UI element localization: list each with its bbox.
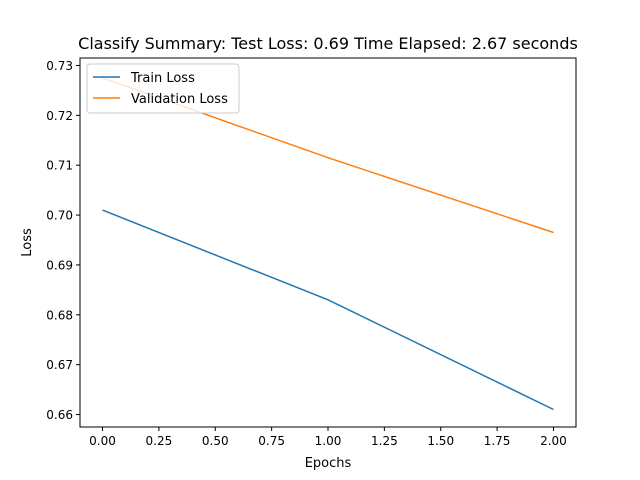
chart-title: Classify Summary: Test Loss: 0.69 Time E… — [78, 34, 578, 53]
y-tick-label: 0.73 — [46, 59, 73, 73]
x-tick-label: 1.50 — [427, 434, 454, 448]
x-tick-label: 1.25 — [371, 434, 398, 448]
legend: Train Loss Validation Loss — [86, 63, 240, 114]
legend-label-validation-loss: Validation Loss — [131, 92, 228, 107]
x-tick-label: 0.00 — [89, 434, 116, 448]
y-axis-ticks: 0.66 0.67 0.68 0.69 0.70 0.71 0.72 0.73 — [46, 59, 80, 422]
y-tick-label: 0.68 — [46, 308, 73, 322]
x-tick-label: 0.50 — [202, 434, 229, 448]
legend-label-train-loss: Train Loss — [130, 71, 195, 86]
x-axis-label: Epochs — [305, 456, 352, 471]
y-tick-label: 0.67 — [46, 358, 73, 372]
x-tick-label: 1.75 — [484, 434, 511, 448]
x-axis-ticks: 0.00 0.25 0.50 0.75 1.00 1.25 1.50 1.75 2.00 — [89, 427, 567, 448]
x-tick-label: 2.00 — [540, 434, 567, 448]
plot-area-frame — [79, 57, 577, 428]
y-tick-label: 0.66 — [46, 408, 73, 422]
x-tick-label: 1.00 — [315, 434, 342, 448]
y-tick-label: 0.70 — [46, 209, 73, 223]
train-loss-line — [102, 209, 554, 411]
x-tick-label: 0.25 — [146, 434, 173, 448]
y-tick-label: 0.71 — [46, 159, 73, 173]
y-tick-label: 0.72 — [46, 109, 73, 123]
y-tick-label: 0.69 — [46, 258, 73, 272]
x-tick-label: 0.75 — [258, 434, 285, 448]
legend-box — [86, 63, 240, 114]
y-axis-label: Loss — [20, 228, 35, 257]
